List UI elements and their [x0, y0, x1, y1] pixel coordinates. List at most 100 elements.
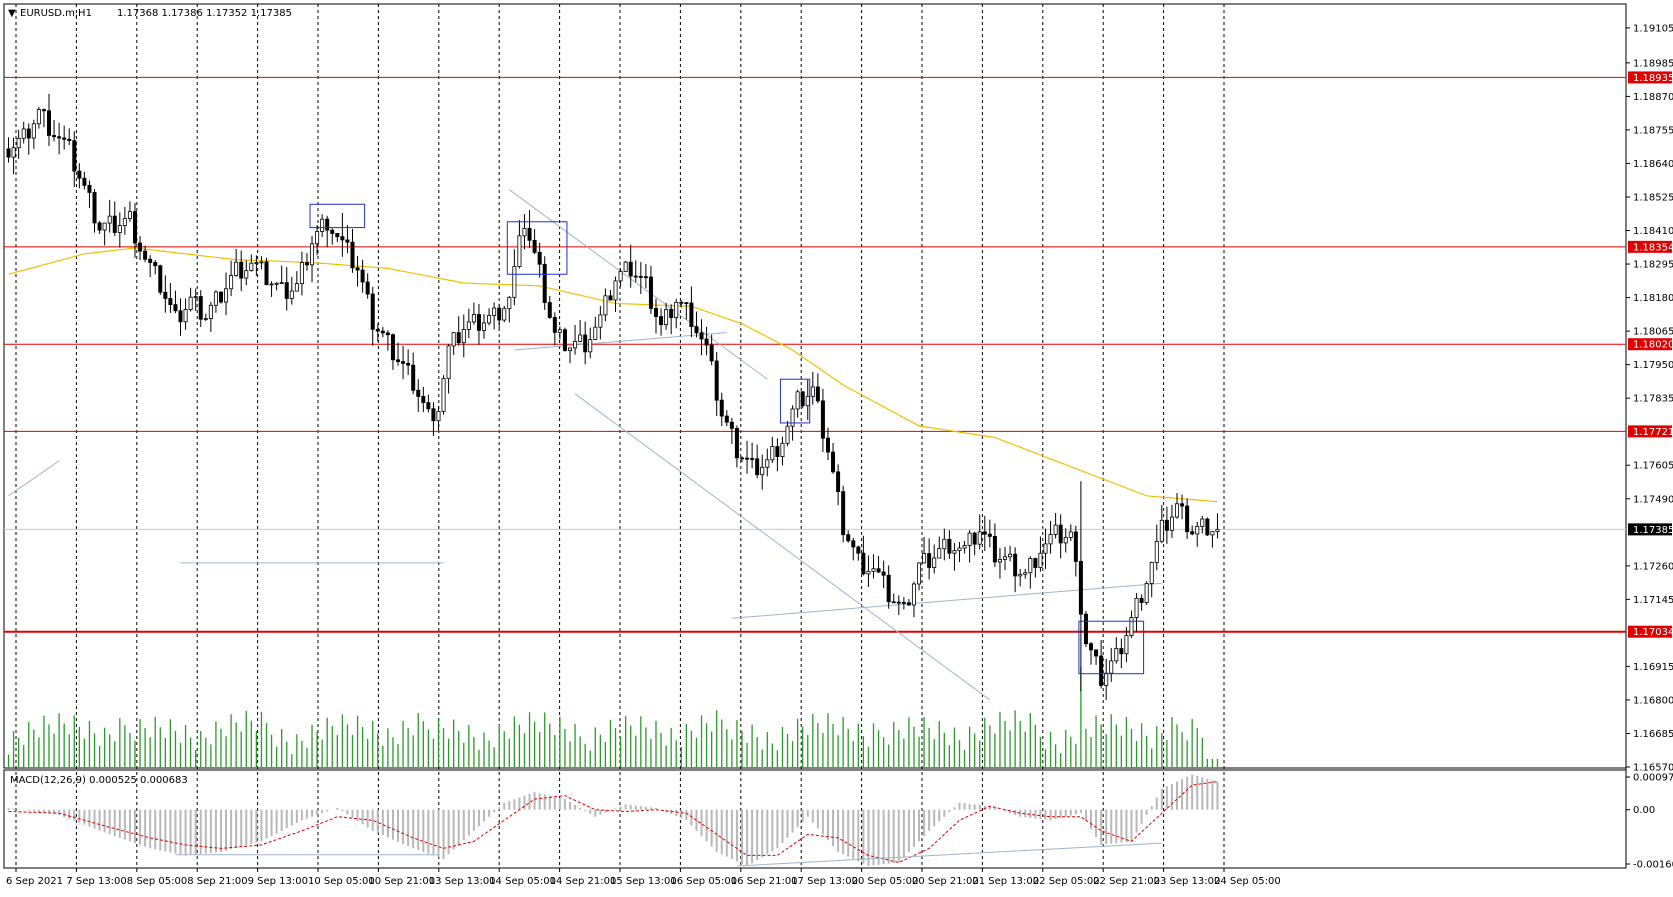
- candle-body: [568, 347, 573, 351]
- candle-body: [122, 218, 127, 226]
- ma-line: [8, 247, 1218, 503]
- time-tick-label: 13 Sep 13:00: [429, 876, 496, 887]
- candle-body: [396, 359, 401, 362]
- candle-body: [648, 276, 653, 309]
- candle-body: [1003, 556, 1008, 560]
- candle-body: [193, 296, 198, 298]
- highlight-box[interactable]: [1078, 620, 1145, 675]
- candle-body: [350, 241, 355, 269]
- candle-body: [613, 280, 618, 301]
- time-tick-label: 15 Sep 13:00: [610, 876, 677, 887]
- candle-body: [527, 227, 532, 241]
- candle-body: [446, 345, 451, 380]
- volume-bars: [7, 667, 1219, 767]
- candle-body: [370, 293, 375, 330]
- macd-trendline[interactable]: [736, 842, 1162, 867]
- time-tick-label: 10 Sep 21:00: [368, 876, 435, 887]
- candle-body: [1083, 613, 1088, 645]
- candle-body: [476, 314, 481, 331]
- macd-tick-label: 0.00: [1633, 805, 1655, 816]
- ohlc-readout: 1.17368 1.17386 1.17352 1.17385: [117, 8, 292, 19]
- price-axis: 1.19105 1.18985 1.18870 1.18755 1.18640 1.185…: [1626, 23, 1673, 871]
- candle-body: [87, 184, 92, 193]
- highlight-box[interactable]: [506, 221, 568, 275]
- candle-body: [426, 402, 431, 410]
- candle-body: [1129, 617, 1134, 637]
- candle-body: [891, 601, 896, 604]
- candle-body: [1175, 503, 1180, 518]
- candle-body: [62, 137, 67, 140]
- trendline[interactable]: [8, 460, 60, 497]
- time-tick-label: 22 Sep 05:00: [1033, 876, 1100, 887]
- candle-body: [304, 262, 309, 266]
- macd-tick-label: -0.001604: [1633, 860, 1673, 871]
- candle-body: [279, 282, 284, 285]
- candle-body: [274, 282, 279, 285]
- level-price-label: 1.18935: [1633, 73, 1673, 84]
- candle-body: [360, 269, 365, 283]
- candle-body: [659, 316, 664, 326]
- candle-body: [41, 109, 46, 112]
- trendline[interactable]: [574, 393, 991, 701]
- candle-body: [775, 446, 780, 457]
- time-tick-label: 22 Sep 21:00: [1093, 876, 1160, 887]
- candle-body: [694, 326, 699, 334]
- time-tick-label: 17 Sep 13:00: [791, 876, 858, 887]
- time-axis: 6 Sep 2021 7 Sep 13:00 8 Sep 05:00 8 Sep 21…: [6, 868, 1281, 887]
- candle-body: [401, 361, 406, 364]
- candle-body: [603, 295, 608, 316]
- candle-body: [183, 309, 188, 323]
- candle-body: [780, 442, 785, 457]
- candle-body: [57, 136, 62, 139]
- price-tick-label: 1.18755: [1633, 125, 1673, 136]
- candle-body: [598, 314, 603, 328]
- candle-body: [365, 281, 370, 295]
- candle-body: [254, 262, 259, 264]
- candle-body: [836, 471, 841, 492]
- horizontal-levels[interactable]: [4, 76, 1626, 633]
- candle-body: [810, 386, 815, 397]
- price-tick-label: 1.17145: [1633, 595, 1673, 606]
- candle-body: [335, 233, 340, 238]
- candle-body: [1215, 528, 1220, 532]
- symbol-label: EURUSD.m,H1: [20, 8, 92, 19]
- candle-body: [1134, 597, 1139, 618]
- candle-body: [21, 128, 26, 139]
- candle-body: [745, 457, 750, 460]
- candle-body: [82, 177, 87, 186]
- candle-body: [851, 540, 856, 548]
- candle-body: [623, 261, 628, 272]
- candle-body: [532, 239, 537, 253]
- candle-body: [633, 275, 638, 278]
- candle-body: [320, 218, 325, 232]
- candle-body: [901, 602, 906, 604]
- candle-body: [927, 553, 932, 568]
- trendline[interactable]: [731, 582, 1162, 619]
- candle-body: [77, 170, 82, 179]
- candle-body: [421, 396, 426, 403]
- candle-body: [1144, 583, 1149, 603]
- candle-body: [1169, 516, 1174, 531]
- candle-body: [1185, 505, 1190, 533]
- price-tick-label: 1.16915: [1633, 662, 1673, 673]
- time-tick-label: 10 Sep 05:00: [308, 876, 375, 887]
- candle-body: [562, 329, 567, 351]
- chart-menu-triangle[interactable]: ▼: [8, 8, 16, 19]
- candle-body: [244, 270, 249, 279]
- candle-body: [896, 601, 901, 604]
- price-tick-label: 1.18180: [1633, 293, 1673, 304]
- candle-body: [871, 568, 876, 572]
- highlight-box[interactable]: [779, 378, 811, 424]
- time-tick-label: 16 Sep 21:00: [731, 876, 798, 887]
- highlight-box[interactable]: [309, 203, 366, 229]
- candle-body: [1028, 558, 1033, 574]
- candle-body: [618, 271, 623, 282]
- highlight-boxes[interactable]: [309, 203, 1145, 675]
- candle-body: [1048, 534, 1053, 545]
- candle-body: [153, 262, 158, 267]
- candle-body: [932, 557, 937, 568]
- candle-body: [557, 329, 562, 333]
- candle-body: [906, 602, 911, 606]
